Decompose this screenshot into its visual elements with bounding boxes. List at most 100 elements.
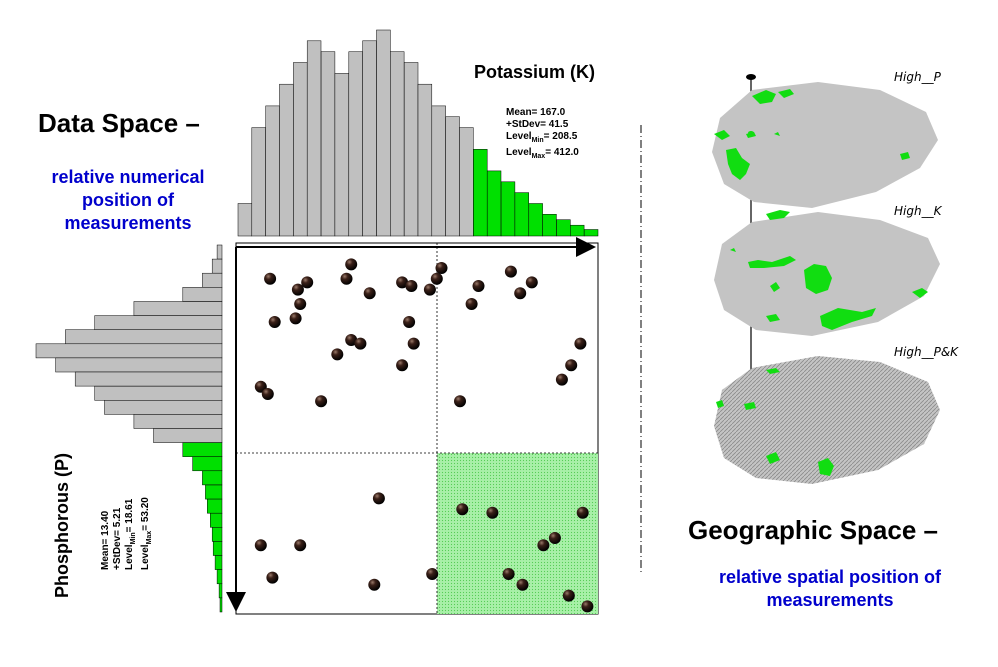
measurement-point xyxy=(430,272,443,285)
phosphorous-histogram-bar xyxy=(219,597,223,613)
measurement-point xyxy=(548,532,561,544)
data-space-subtitle-line: position of xyxy=(82,190,174,210)
measurement-point xyxy=(254,539,267,552)
measurement-point xyxy=(261,388,274,400)
measurement-point xyxy=(514,287,527,300)
measurement-point xyxy=(363,287,376,300)
potassium-histogram-bar xyxy=(542,214,557,237)
measurement-point xyxy=(372,492,385,505)
measurement-point xyxy=(301,276,314,289)
phosphorous-histogram-bar xyxy=(216,569,223,585)
pole-top-icon xyxy=(746,74,756,80)
data-space-title: Data Space – xyxy=(38,108,200,138)
measurement-point xyxy=(516,578,529,591)
measurement-point xyxy=(565,359,578,372)
phosphorous-histogram-bar xyxy=(182,442,223,457)
geographic-space-subtitle-line: relative spatial position of xyxy=(718,567,942,587)
measurement-point xyxy=(396,276,409,289)
phosphorous-histogram-bar xyxy=(202,272,223,288)
potassium-histogram-bar xyxy=(306,40,322,237)
phosphorous-histogram-bar xyxy=(65,329,223,345)
layer-high-p-patches xyxy=(714,89,910,180)
potassium-mean: Mean= 167.0 xyxy=(506,107,566,118)
potassium-stats: Mean= 167.0 +StDev= 41.5 LevelMin= 208.5… xyxy=(506,107,579,163)
layer-label-high-pk: High__P&K xyxy=(894,345,959,359)
layer-label-high-k: High__K xyxy=(894,204,942,218)
phosphorous-histogram-bar xyxy=(207,498,223,514)
potassium-histogram-bar xyxy=(431,105,446,237)
phosphorous-histogram xyxy=(35,244,223,613)
measurement-point xyxy=(291,283,304,296)
measurement-point xyxy=(403,316,416,328)
potassium-histogram-bar xyxy=(348,51,363,237)
potassium-histogram-bar xyxy=(486,170,502,237)
layer-high-pk-patches xyxy=(716,368,834,476)
data-space-subtitle-line: measurements xyxy=(64,213,192,233)
phosphorous-histogram-bar xyxy=(192,456,223,472)
phosphorous-histogram-bar xyxy=(35,343,223,359)
measurement-point xyxy=(345,334,358,346)
measurement-point xyxy=(504,265,517,278)
phosphorous-histogram-bar xyxy=(218,583,223,599)
potassium-histogram-bar xyxy=(417,83,433,237)
potassium-histogram xyxy=(237,29,599,237)
potassium-histogram-bar xyxy=(445,116,460,237)
measurement-point xyxy=(423,283,436,296)
measurement-point xyxy=(576,506,589,519)
scatter-points xyxy=(254,258,594,613)
measurement-point xyxy=(486,506,499,519)
measurement-point xyxy=(331,348,344,361)
potassium-histogram-bar xyxy=(403,62,419,237)
potassium-histogram-bar xyxy=(583,229,599,237)
measurement-point xyxy=(294,298,307,310)
geographic-space-subtitle: relative spatial position of measurement… xyxy=(690,566,970,612)
potassium-histogram-bar xyxy=(320,51,336,237)
phosphorous-histogram-bar xyxy=(74,371,223,387)
phosphorous-histogram-bar xyxy=(205,484,223,500)
measurement-point xyxy=(289,312,302,325)
phosphorous-histogram-bar xyxy=(211,527,223,542)
measurement-point xyxy=(537,539,550,552)
data-space-subtitle-line: relative numerical xyxy=(51,167,205,187)
potassium-histogram-bar xyxy=(334,73,349,237)
potassium-histogram-bar xyxy=(362,40,377,237)
measurement-point xyxy=(581,600,594,613)
phosphorous-histogram-bar xyxy=(133,301,223,316)
potassium-histogram-bar xyxy=(265,105,280,237)
phosphorous-histogram-bar xyxy=(94,315,223,330)
potassium-histogram-bar xyxy=(556,219,571,237)
potassium-histogram-bar xyxy=(376,29,391,237)
phosphorous-histogram-bar xyxy=(94,385,223,401)
potassium-histogram-bar xyxy=(251,127,266,237)
potassium-level-max: LevelMax= 412.0 xyxy=(506,147,579,160)
measurement-point xyxy=(502,568,515,580)
measurement-point xyxy=(345,258,358,271)
layer-high-p-surface xyxy=(712,82,938,208)
measurement-point xyxy=(472,280,485,292)
measurement-point xyxy=(407,337,420,350)
phosphorous-histogram-bar xyxy=(202,470,223,486)
phosphorous-histogram-bar xyxy=(212,541,223,556)
layer-high-pk-surface xyxy=(714,356,940,484)
phosphorous-histogram-bar xyxy=(216,244,223,260)
measurement-point xyxy=(264,272,277,285)
potassium-histogram-bar xyxy=(237,203,253,237)
phosphorous-histogram-bar xyxy=(55,357,223,373)
phosphorous-histogram-bar xyxy=(211,258,223,274)
phosphorous-histogram-bar xyxy=(133,414,223,429)
measurement-point xyxy=(405,280,418,292)
measurement-point xyxy=(266,571,279,584)
layer-label-high-p: High__P xyxy=(894,70,941,84)
measurement-point xyxy=(525,276,538,289)
potassium-histogram-bar xyxy=(473,149,488,237)
measurement-point xyxy=(315,395,328,408)
potassium-histogram-bar xyxy=(390,51,405,237)
measurement-point xyxy=(354,337,367,350)
potassium-label: Potassium (K) xyxy=(474,62,596,82)
high-pk-quadrant xyxy=(437,453,598,614)
geographic-space-subtitle-line: measurements xyxy=(766,590,894,610)
layer-high-k-patches xyxy=(730,210,928,330)
geographic-layers xyxy=(712,74,940,484)
phosphorous-histogram-bar xyxy=(182,287,223,302)
